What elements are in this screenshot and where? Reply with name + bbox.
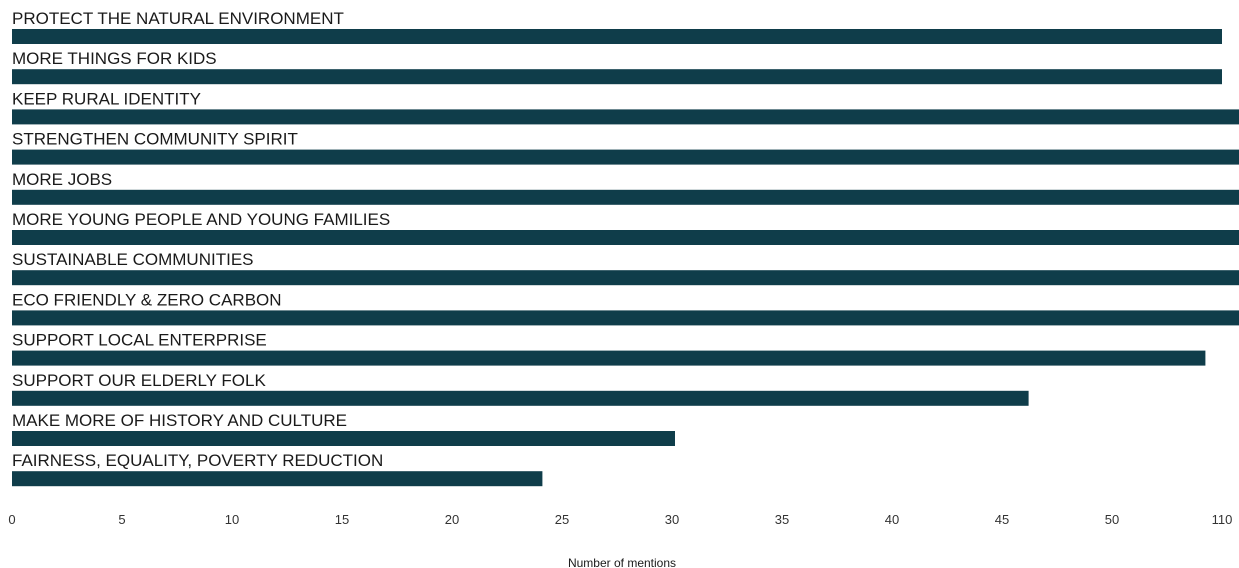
bar	[12, 109, 1239, 125]
bar	[12, 270, 1239, 286]
bar	[12, 230, 1239, 245]
category-labels-group: PROTECT THE NATURAL ENVIRONMENT MORE THIN…	[12, 9, 390, 470]
category-label: STRENGTHEN COMMUNITY SPIRIT	[12, 130, 298, 149]
bar	[12, 29, 1222, 44]
x-tick-labels-group: 0 5 10 15 20 25 30 35 40 45 50 110	[8, 512, 1232, 527]
bar	[12, 431, 675, 446]
bar	[12, 471, 543, 487]
x-tick-label: 45	[995, 512, 1009, 527]
x-tick-label: 40	[885, 512, 899, 527]
category-label: PROTECT THE NATURAL ENVIRONMENT	[12, 9, 344, 28]
x-tick-label: 110	[1212, 512, 1233, 527]
bar	[12, 350, 1206, 366]
bar	[12, 69, 1222, 85]
category-label: KEEP RURAL IDENTITY	[12, 89, 201, 108]
bar	[12, 310, 1239, 326]
category-label: MORE YOUNG PEOPLE AND YOUNG FAMILIES	[12, 210, 390, 229]
x-tick-label: 25	[555, 512, 569, 527]
bar	[12, 189, 1239, 205]
category-label: MORE JOBS	[12, 170, 112, 189]
category-label: MAKE MORE OF HISTORY AND CULTURE	[12, 411, 347, 430]
x-tick-label: 35	[775, 512, 789, 527]
category-label: SUSTAINABLE COMMUNITIES	[12, 250, 254, 269]
x-tick-label: 15	[335, 512, 349, 527]
x-tick-label: 30	[665, 512, 679, 527]
bar	[12, 149, 1239, 165]
category-label: SUPPORT LOCAL ENTERPRISE	[12, 331, 267, 350]
x-tick-label: 20	[445, 512, 459, 527]
bars-group	[12, 29, 1239, 487]
category-label: ECO FRIENDLY & ZERO CARBON	[12, 290, 282, 309]
x-tick-label: 50	[1105, 512, 1119, 527]
category-label: MORE THINGS FOR KIDS	[12, 49, 217, 68]
category-label: FAIRNESS, EQUALITY, POVERTY REDUCTION	[12, 451, 383, 470]
x-tick-label: 0	[8, 512, 15, 527]
x-axis-title: Number of mentions	[568, 556, 676, 568]
x-tick-label: 10	[225, 512, 239, 527]
bar	[12, 390, 1029, 406]
x-tick-label: 5	[118, 512, 125, 527]
category-label: SUPPORT OUR ELDERLY FOLK	[12, 371, 266, 390]
